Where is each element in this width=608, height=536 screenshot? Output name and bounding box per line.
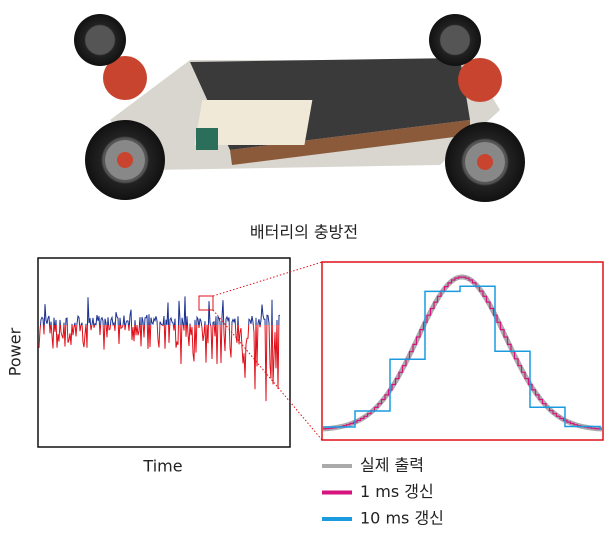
legend-label: 1 ms 갱신 (360, 482, 434, 501)
page: {"caption": "배터리의 충방전", "chart": {"y_lab… (0, 0, 608, 532)
legend: 실제 출력 1 ms 갱신 10 ms 갱신 (322, 456, 444, 528)
x-axis-label: Time (142, 457, 182, 476)
y-axis-label: Power (6, 327, 25, 376)
legend-label: 10 ms 갱신 (360, 509, 444, 528)
chassis-illustration (74, 14, 525, 202)
zoom-panel (322, 262, 603, 440)
caption: 배터리의 충방전 (250, 223, 358, 242)
power-chart-frame (38, 258, 290, 447)
legend-label: 실제 출력 (360, 456, 424, 475)
figure: 배터리의 충방전 Power Time 실제 출력 1 ms 갱신 10 ms 갱신 (0, 0, 608, 532)
